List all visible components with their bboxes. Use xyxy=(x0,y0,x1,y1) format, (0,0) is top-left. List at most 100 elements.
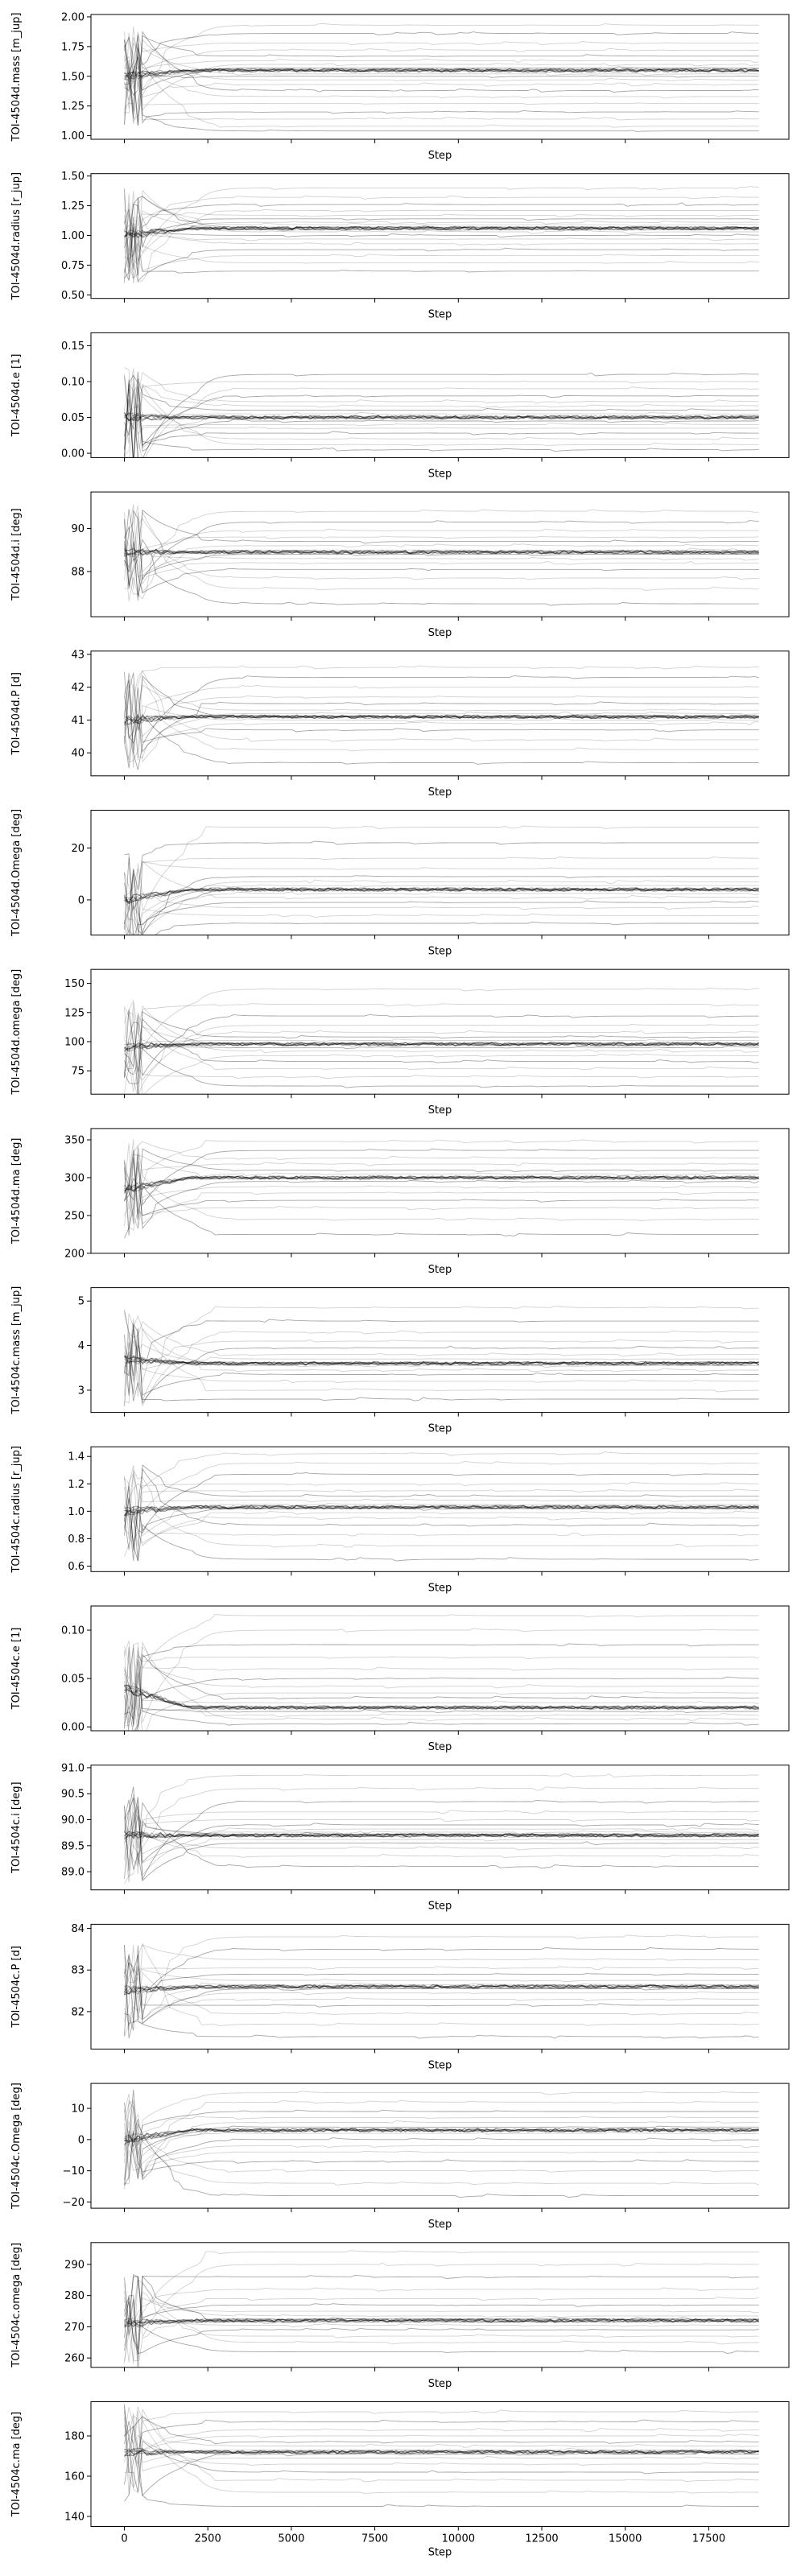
walker-line xyxy=(124,1042,759,1051)
y-axis-label: TOI-4504c.omega [deg] xyxy=(10,2243,23,2368)
walker-line xyxy=(124,195,759,283)
walker-line xyxy=(124,2448,759,2457)
walker-line xyxy=(124,530,759,601)
y-tick-label: 90.5 xyxy=(61,1789,85,1801)
axes-frame xyxy=(90,1923,790,2050)
walker-line xyxy=(124,1506,759,1550)
y-axis-label: TOI-4504d.radius [r_jup] xyxy=(10,172,23,301)
walker-line xyxy=(124,2128,759,2143)
walker-line xyxy=(124,412,759,420)
y-tick-label: 1.25 xyxy=(61,101,85,113)
y-tick-label: 0 xyxy=(78,894,85,906)
walker-line xyxy=(124,412,759,422)
walker-line xyxy=(124,1505,759,1516)
walker-line xyxy=(124,2409,759,2489)
walker-line xyxy=(124,1139,759,1227)
y-tick-label: 1.0 xyxy=(68,1506,85,1518)
x-axis-label: Step xyxy=(428,1104,452,1117)
walker-line xyxy=(124,1831,759,1840)
y-tick-label: 260 xyxy=(64,2353,85,2365)
walker-line xyxy=(124,1944,759,2022)
walker-line xyxy=(124,539,759,606)
walker-line xyxy=(124,2125,759,2186)
walker-line xyxy=(124,1962,759,2020)
walker-line xyxy=(124,1962,759,2039)
walker-line xyxy=(124,714,759,724)
walker-line xyxy=(124,1175,759,1191)
walker-line xyxy=(124,2128,759,2143)
axes-frame xyxy=(90,968,790,1095)
walker-line xyxy=(124,2421,759,2508)
y-tick-label: −20 xyxy=(63,2197,85,2209)
walker-line xyxy=(124,510,759,602)
y-axis-label: TOI-4504c.Omega [deg] xyxy=(10,2083,23,2210)
walker-line xyxy=(124,1954,759,2036)
walker-line xyxy=(124,2447,759,2457)
walker-line xyxy=(124,714,759,722)
walker-line xyxy=(124,1327,759,1406)
walker-line xyxy=(124,665,759,768)
y-tick-label: 91.0 xyxy=(61,1762,85,1774)
walker-line xyxy=(124,825,759,927)
walker-line xyxy=(124,887,759,902)
walker-line xyxy=(124,1505,759,1516)
walker-line xyxy=(124,2273,759,2351)
y-axis-label: TOI-4504d.mass [m_jup] xyxy=(10,13,23,142)
x-tick-label: 12500 xyxy=(525,2533,558,2545)
walker-line xyxy=(124,2291,759,2362)
walker-line xyxy=(124,714,759,724)
y-tick-label: 160 xyxy=(64,2471,85,2483)
walker-line xyxy=(124,1451,759,1536)
walker-traces xyxy=(124,23,759,132)
walker-line xyxy=(124,384,759,447)
walker-line xyxy=(124,673,759,750)
walker-line xyxy=(124,2415,759,2495)
walker-line xyxy=(124,2449,759,2457)
walker-traces xyxy=(124,1773,759,1885)
y-tick-label: 10 xyxy=(71,2103,85,2116)
y-tick-label: 0.10 xyxy=(61,1625,85,1637)
walker-line xyxy=(124,1175,759,1195)
y-axis-label: TOI-4504d.omega [deg] xyxy=(10,969,23,1096)
y-tick-label: 350 xyxy=(64,1134,85,1146)
walker-traces xyxy=(124,504,759,606)
walker-line xyxy=(124,670,759,742)
walker-line xyxy=(124,840,759,924)
walker-line xyxy=(124,1505,759,1517)
y-tick-label: 250 xyxy=(64,1210,85,1222)
walker-line xyxy=(124,1005,759,1095)
x-axis-label: Step xyxy=(428,2219,452,2231)
walker-line xyxy=(124,518,759,590)
walker-line xyxy=(124,1310,759,1357)
walker-line xyxy=(124,375,759,456)
x-axis-label: Step xyxy=(428,309,452,321)
walker-line xyxy=(124,186,759,260)
walker-line xyxy=(124,1471,759,1546)
walker-line xyxy=(124,196,759,248)
axes-frame xyxy=(90,332,790,458)
walker-line xyxy=(124,506,759,580)
walker-line xyxy=(124,1015,759,1088)
walker-line xyxy=(124,1175,759,1192)
walker-line xyxy=(124,1175,759,1192)
y-tick-label: 4 xyxy=(78,1340,85,1352)
walker-line xyxy=(124,857,759,935)
walker-line xyxy=(124,1468,759,1548)
axes-frame xyxy=(90,173,790,299)
walker-line xyxy=(124,23,759,122)
walker-line xyxy=(124,1806,759,1879)
y-tick-label: 0.75 xyxy=(61,260,85,272)
walker-line xyxy=(124,999,759,1042)
walker-line xyxy=(124,1831,759,1839)
walker-line xyxy=(124,549,759,555)
walker-line xyxy=(124,1464,759,1537)
walker-line xyxy=(124,36,759,126)
y-tick-label: 90.0 xyxy=(61,1814,85,1827)
y-tick-label: 0.6 xyxy=(68,1561,85,1573)
walker-line xyxy=(124,714,759,725)
subplot-1: 0.50 0.75 1.00 1.25 1.50 Step TOI-4504d.radius… xyxy=(10,171,790,321)
y-tick-label: 200 xyxy=(64,1248,85,1260)
walker-line xyxy=(124,1476,759,1546)
x-tick-label: 15000 xyxy=(609,2533,642,2545)
y-tick-label: 83 xyxy=(71,1965,85,1977)
